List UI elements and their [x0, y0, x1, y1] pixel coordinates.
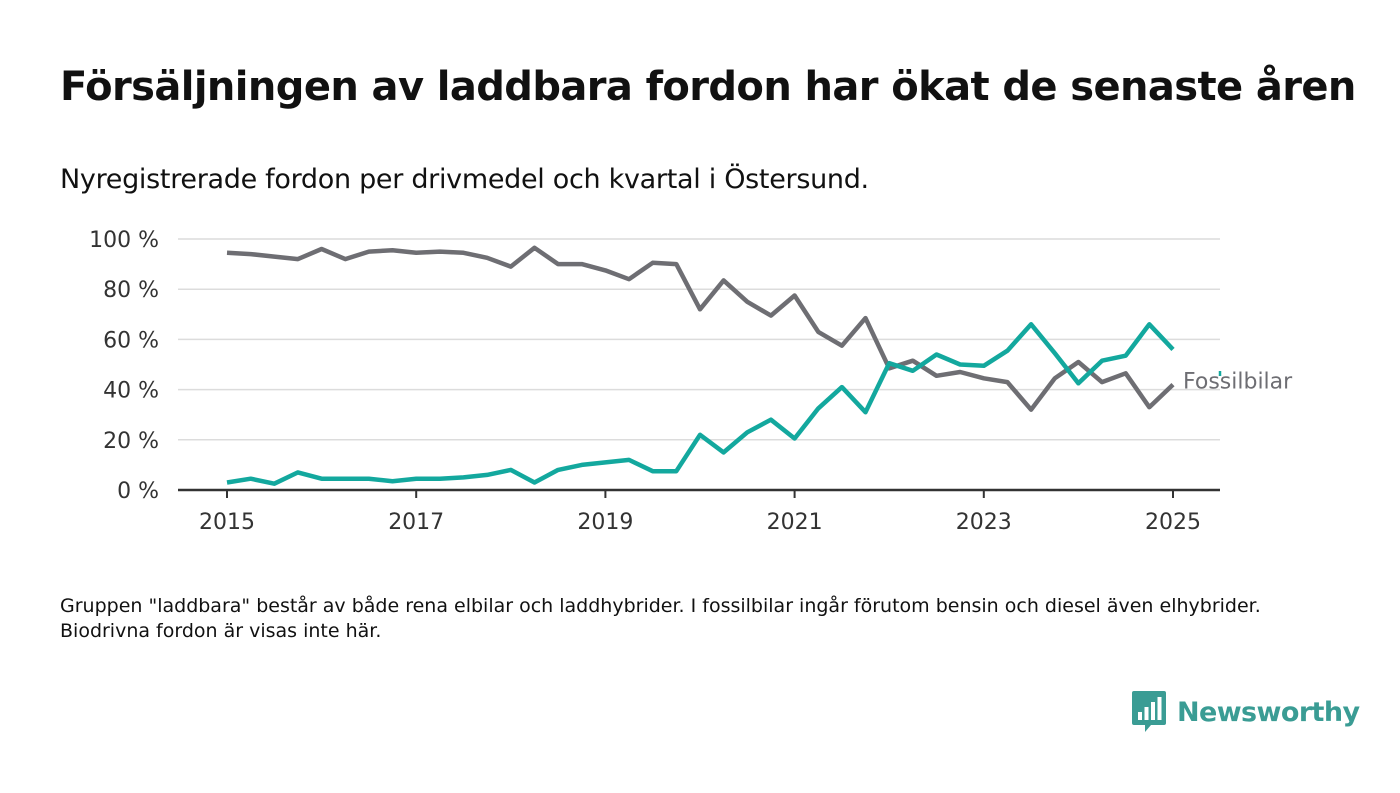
y-tick-label: 40 %: [103, 379, 159, 404]
x-axis-ticks: 2015 2017 2019 2021 2023 2025: [199, 490, 1201, 535]
x-tick-label: 2017: [388, 510, 444, 535]
series-lines: [226, 245, 1175, 486]
series-line-laddbara: [226, 322, 1175, 486]
chart-title: Försäljningen av laddbara fordon har öka…: [60, 64, 1356, 110]
series-label-fossilbilar: Fossilbilar: [1183, 370, 1293, 395]
x-tick-label: 2021: [767, 510, 823, 535]
y-tick-label: 0 %: [117, 479, 159, 504]
series-line-fossilbilar: [226, 245, 1175, 412]
x-tick-label: 2015: [199, 510, 255, 535]
series-labels: Fossilbilar: [1183, 370, 1293, 395]
x-tick-label: 2023: [956, 510, 1012, 535]
brand-name: Newsworthy: [1177, 696, 1360, 728]
chart-subtitle: Nyregistrerade fordon per drivmedel och …: [60, 164, 869, 195]
y-axis-ticks: 0 % 20 % 40 % 60 % 80 % 100 %: [89, 228, 159, 504]
x-tick-label: 2025: [1145, 510, 1201, 535]
footnote: Gruppen "laddbara" består av både rena e…: [60, 595, 1261, 642]
y-tick-label: 60 %: [103, 328, 159, 353]
newsworthy-logo[interactable]: Newsworthy: [1132, 690, 1360, 734]
y-tick-label: 20 %: [103, 429, 159, 454]
y-tick-label: 80 %: [103, 278, 159, 303]
bar-chart-icon: [1132, 691, 1166, 732]
line-chart: 0 % 20 % 40 % 60 % 80 % 100 % 2015 2017 2019 202…: [89, 228, 1293, 535]
y-tick-label: 100 %: [89, 228, 159, 253]
x-tick-label: 2019: [577, 510, 633, 535]
